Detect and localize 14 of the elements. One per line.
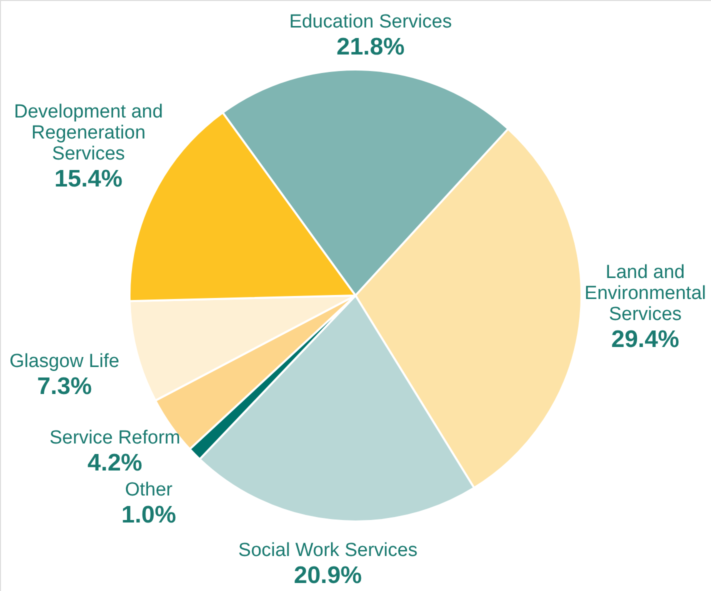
- data-label: 15.4%: [54, 166, 122, 193]
- data-label: 1.0%: [121, 502, 176, 529]
- data-label: 29.4%: [611, 326, 680, 353]
- slice-label: Land and Environmental Services: [584, 262, 706, 325]
- data-label: 20.9%: [294, 562, 362, 590]
- slice-label: Education Services: [289, 12, 452, 33]
- slice-label: Glasgow Life: [10, 351, 120, 372]
- data-label: 7.3%: [37, 373, 92, 400]
- slice-label: Service Reform: [49, 428, 180, 449]
- slice-label: Development and Regeneration Services: [14, 102, 163, 165]
- slice-label: Social Work Services: [238, 540, 418, 562]
- slice-label: Other: [124, 480, 174, 501]
- data-label: 4.2%: [88, 450, 142, 477]
- data-label: 21.8%: [336, 34, 405, 61]
